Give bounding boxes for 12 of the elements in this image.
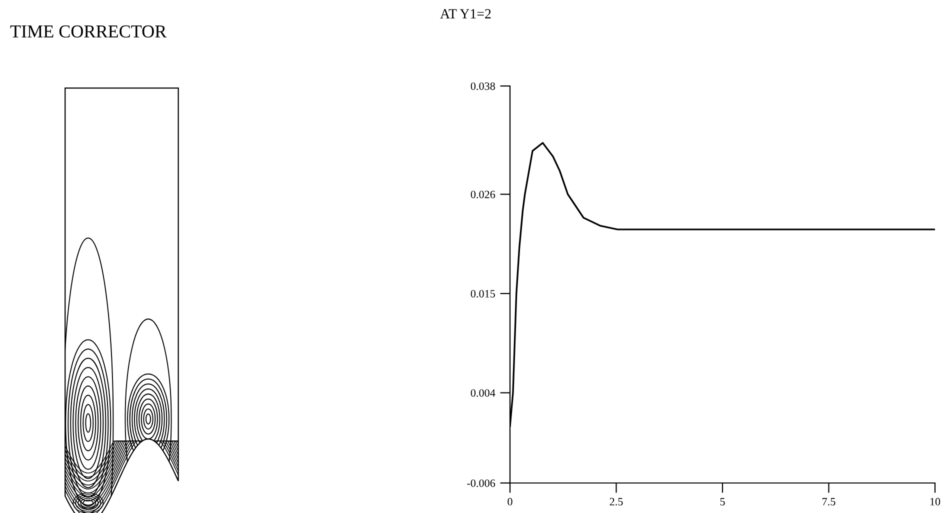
y-tick-label: 0.026	[470, 190, 496, 198]
x-tick-label: 0	[508, 498, 512, 506]
y-tick-label: 0.038	[470, 82, 495, 90]
x-tick-label: 5	[720, 498, 725, 506]
y-tick-label: -0.006	[467, 479, 496, 488]
x-tick-label: 7.5	[822, 498, 836, 506]
y-tick-label: 0.004	[470, 389, 496, 397]
chart-title: AT Y1=2	[440, 9, 491, 18]
x-tick-label: 10	[930, 498, 940, 506]
y-tick-label: 0.015	[470, 290, 495, 298]
x-tick-label: 2.5	[610, 498, 623, 506]
text: TIME CORRECTOR	[10, 25, 167, 38]
